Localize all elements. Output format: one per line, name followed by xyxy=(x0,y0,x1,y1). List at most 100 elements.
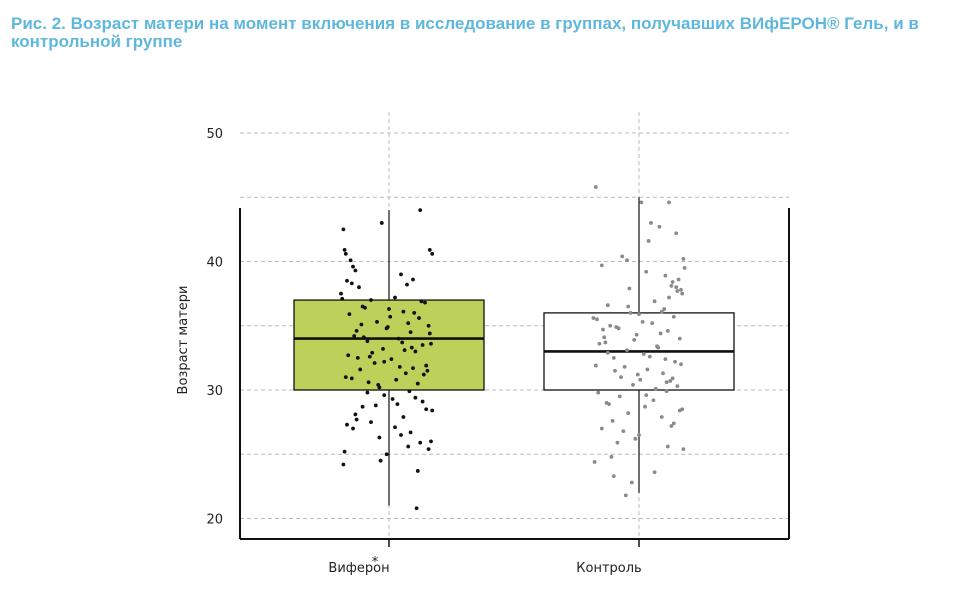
data-point xyxy=(367,354,372,359)
data-point xyxy=(352,334,357,338)
data-point xyxy=(399,433,403,437)
x-tick-label: Контроль xyxy=(576,561,641,576)
data-point xyxy=(412,311,417,315)
data-point xyxy=(415,469,420,473)
data-point xyxy=(673,359,677,364)
data-point xyxy=(629,480,634,485)
data-point xyxy=(418,208,423,213)
data-point xyxy=(353,268,358,273)
data-point xyxy=(399,272,403,277)
data-point xyxy=(605,303,610,308)
data-point xyxy=(596,390,601,395)
data-point xyxy=(395,402,400,407)
data-point xyxy=(389,357,394,362)
data-point xyxy=(621,429,626,434)
data-point xyxy=(355,355,360,360)
data-point xyxy=(627,286,632,291)
data-point xyxy=(400,340,405,345)
data-point xyxy=(408,430,413,435)
data-point xyxy=(626,304,631,309)
data-point xyxy=(403,371,408,376)
data-point xyxy=(650,321,655,326)
data-point xyxy=(665,444,670,449)
data-point xyxy=(675,384,680,389)
data-point xyxy=(345,278,349,283)
y-tick-label: 30 xyxy=(206,384,223,399)
x-tick-label: Виферон xyxy=(328,561,389,576)
data-point xyxy=(378,458,383,463)
y-tick-label: 40 xyxy=(206,256,223,271)
data-point xyxy=(593,363,598,368)
data-point xyxy=(372,361,377,365)
data-point xyxy=(418,440,423,445)
data-point xyxy=(340,296,345,301)
data-point xyxy=(388,314,393,319)
data-point xyxy=(637,312,641,317)
data-point xyxy=(605,350,610,355)
data-point xyxy=(667,200,671,205)
data-point xyxy=(638,377,643,382)
data-point xyxy=(652,470,657,475)
data-point xyxy=(603,340,608,345)
data-point xyxy=(373,403,378,408)
data-point xyxy=(643,404,647,409)
data-point xyxy=(675,289,680,293)
data-point xyxy=(599,263,604,268)
data-point xyxy=(653,386,658,391)
data-point xyxy=(640,319,645,324)
data-point xyxy=(406,444,411,449)
data-point xyxy=(680,291,685,296)
data-point xyxy=(417,316,421,320)
data-point xyxy=(339,291,343,296)
y-tick-label: 20 xyxy=(206,513,223,528)
data-point xyxy=(674,231,679,236)
data-point xyxy=(591,316,596,320)
data-point xyxy=(423,300,427,305)
data-point xyxy=(375,319,379,324)
data-point xyxy=(382,359,387,364)
data-point xyxy=(670,376,675,381)
data-point xyxy=(377,435,382,440)
data-point xyxy=(649,221,653,225)
data-point xyxy=(369,298,373,302)
data-point xyxy=(677,336,682,341)
data-point xyxy=(622,364,627,369)
data-point xyxy=(406,321,411,326)
data-point xyxy=(349,281,354,286)
data-point xyxy=(427,331,432,336)
data-point xyxy=(657,224,662,229)
data-point xyxy=(343,375,348,380)
data-point xyxy=(669,424,674,428)
data-point xyxy=(595,317,599,322)
data-point xyxy=(670,280,675,284)
data-point xyxy=(401,415,406,419)
data-point xyxy=(609,454,614,459)
data-point xyxy=(358,367,363,372)
data-point xyxy=(348,258,353,263)
data-point xyxy=(597,341,602,346)
data-point xyxy=(365,390,370,395)
data-point xyxy=(644,269,649,274)
data-point xyxy=(426,323,431,328)
data-point xyxy=(397,364,402,369)
data-point xyxy=(631,382,635,387)
data-point xyxy=(625,348,629,353)
data-point xyxy=(384,452,389,457)
data-point xyxy=(369,420,373,425)
data-point xyxy=(679,287,683,292)
data-point xyxy=(393,295,397,300)
data-point xyxy=(611,474,616,478)
data-point xyxy=(682,266,687,270)
data-point xyxy=(382,393,387,398)
data-point xyxy=(424,363,429,368)
data-point xyxy=(668,379,673,383)
data-point xyxy=(379,221,384,225)
data-point xyxy=(345,422,349,427)
data-point xyxy=(658,331,663,336)
data-point xyxy=(409,345,414,350)
data-point xyxy=(633,436,638,441)
data-point xyxy=(664,389,669,394)
data-point xyxy=(394,377,399,382)
data-point xyxy=(659,309,664,314)
